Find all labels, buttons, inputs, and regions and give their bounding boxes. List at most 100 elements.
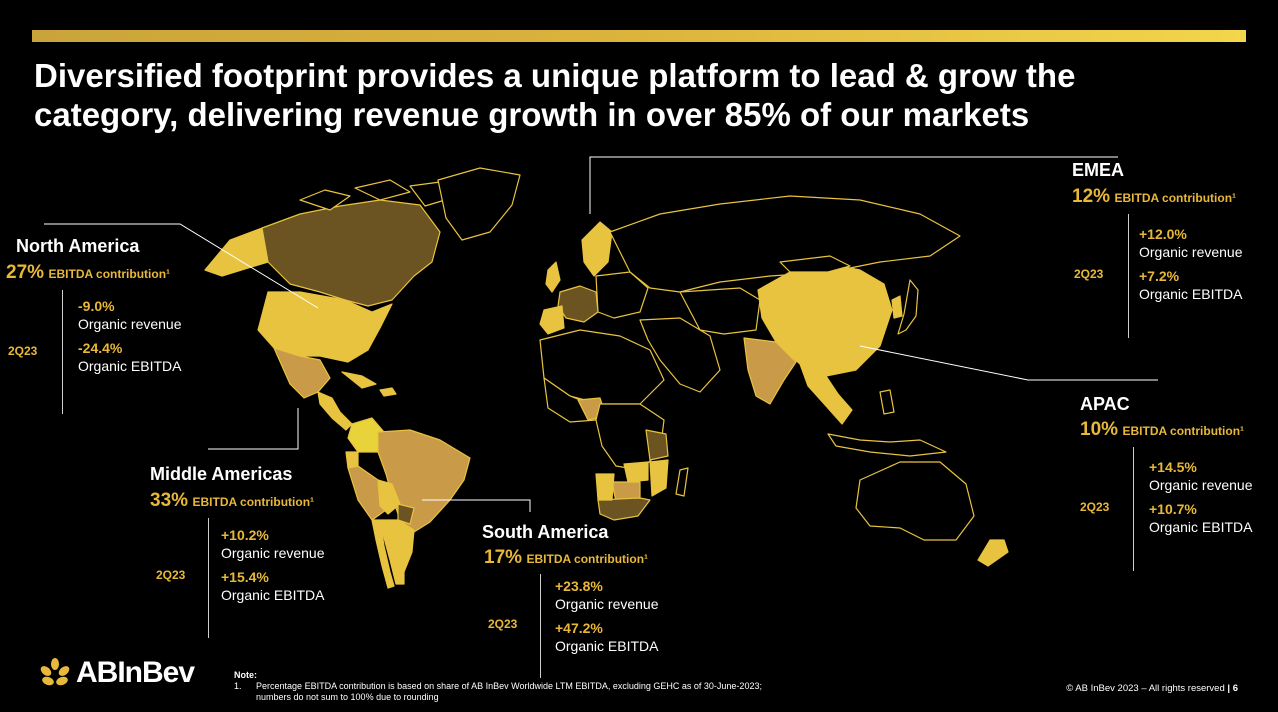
map-chile xyxy=(371,519,395,589)
revenue-value: -9.0% xyxy=(78,298,115,314)
region-north-america: North America xyxy=(16,236,139,257)
logo-text: ABInBev xyxy=(76,656,195,689)
contribution-label: EBITDA contribution¹ xyxy=(192,495,315,509)
map-madagascar xyxy=(675,467,689,497)
contribution-label: EBITDA contribution¹ xyxy=(526,552,649,566)
period-label: 2Q23 xyxy=(1080,500,1110,514)
ebitda-label: Organic EBITDA xyxy=(555,638,659,654)
contribution-label: EBITDA contribution¹ xyxy=(48,267,171,281)
contribution-pct: 17% xyxy=(484,547,523,568)
map-japan xyxy=(897,279,919,335)
map-new-zealand xyxy=(977,539,1009,567)
map-iberia xyxy=(539,305,565,335)
map-argentina xyxy=(379,519,415,585)
contribution-pct: 33% xyxy=(150,490,189,511)
revenue-value: +14.5% xyxy=(1149,459,1197,475)
connector-middle-americas xyxy=(208,408,299,450)
map-central-asia xyxy=(679,287,761,335)
connector-apac xyxy=(859,345,1158,381)
map-indonesia xyxy=(827,433,947,457)
period-label: 2Q23 xyxy=(1074,267,1104,281)
connector-north-america xyxy=(44,223,319,309)
map-paraguay xyxy=(397,503,415,525)
ebitda-value: +15.4% xyxy=(221,569,269,585)
region-middle-americas: Middle Americas xyxy=(150,464,292,485)
revenue-label: Organic revenue xyxy=(555,596,659,612)
slide-title: Diversified footprint provides a unique … xyxy=(34,57,1076,133)
wheat-icon xyxy=(40,658,70,686)
ebitda-label: Organic EBITDA xyxy=(221,587,325,603)
period-label: 2Q23 xyxy=(8,344,38,358)
region-name: EMEA xyxy=(1072,160,1125,180)
ebitda-label: Organic EBITDA xyxy=(1139,286,1243,302)
note-text: Percentage EBITDA contribution is based … xyxy=(256,681,762,691)
divider-line xyxy=(208,518,209,638)
map-south-africa xyxy=(597,497,651,521)
ebitda-label: Organic EBITDA xyxy=(1149,519,1253,535)
map-australia xyxy=(855,461,975,541)
map-korea xyxy=(891,295,903,319)
region-emea: EMEA xyxy=(1072,160,1124,181)
ebitda-label: Organic EBITDA xyxy=(78,358,182,374)
map-russia xyxy=(609,195,961,293)
contribution-label: EBITDA contribution¹ xyxy=(1122,424,1245,438)
divider-line xyxy=(62,290,63,414)
revenue-value: +10.2% xyxy=(221,527,269,543)
contribution-label: EBITDA contribution¹ xyxy=(1114,191,1237,205)
map-india xyxy=(743,337,797,405)
map-southeast-asia xyxy=(799,363,853,425)
copyright: © AB InBev 2023 – All rights reserved | … xyxy=(1066,683,1238,694)
region-name: APAC xyxy=(1080,394,1130,414)
revenue-value: +12.0% xyxy=(1139,226,1187,242)
ebitda-value: +10.7% xyxy=(1149,501,1197,517)
revenue-label: Organic revenue xyxy=(78,316,182,332)
region-apac: APAC xyxy=(1080,394,1130,415)
map-brazil xyxy=(377,429,471,533)
footnote: Note: 1. Percentage EBITDA contribution … xyxy=(234,670,762,703)
page-number: 6 xyxy=(1232,683,1238,694)
revenue-value: +23.8% xyxy=(555,578,603,594)
map-uk xyxy=(545,261,561,293)
note-heading: Note: xyxy=(234,670,257,680)
map-greenland xyxy=(437,167,521,241)
region-name: Middle Americas xyxy=(150,464,293,484)
map-europe-west xyxy=(557,285,599,323)
ebitda-value: +7.2% xyxy=(1139,268,1180,284)
map-philippines xyxy=(879,389,895,415)
contribution-pct: 10% xyxy=(1080,419,1119,440)
map-tanzania xyxy=(645,429,669,461)
revenue-label: Organic revenue xyxy=(221,545,325,561)
metrics-south-america: +23.8% Organic revenue +47.2% Organic EB… xyxy=(555,578,659,654)
map-middle-east xyxy=(639,317,721,393)
map-bolivia xyxy=(377,479,401,515)
company-logo: ABInBev xyxy=(38,656,195,690)
metrics-north-america: -9.0% Organic revenue -24.4% Organic EBI… xyxy=(78,298,182,374)
copyright-text: © AB InBev 2023 – All rights reserved xyxy=(1066,683,1225,694)
metrics-middle-americas: +10.2% Organic revenue +15.4% Organic EB… xyxy=(221,527,325,603)
period-label: 2Q23 xyxy=(488,617,518,631)
map-namibia xyxy=(595,473,615,501)
map-scandinavia xyxy=(581,221,613,277)
region-name: South America xyxy=(482,522,609,542)
map-mozambique xyxy=(649,459,669,497)
contribution-pct: 27% xyxy=(6,262,45,283)
period-label: 2Q23 xyxy=(156,568,186,582)
region-south-america: South America xyxy=(482,522,608,543)
revenue-label: Organic revenue xyxy=(1149,477,1253,493)
connector-south-america xyxy=(422,499,531,512)
metrics-emea: +12.0% Organic revenue +7.2% Organic EBI… xyxy=(1139,226,1243,302)
contribution-south-america: 17% EBITDA contribution¹ xyxy=(484,547,648,569)
map-alaska xyxy=(204,227,269,277)
revenue-label: Organic revenue xyxy=(1139,244,1243,260)
divider-line xyxy=(1133,447,1134,571)
contribution-north-america: 27% EBITDA contribution¹ xyxy=(6,262,170,284)
contribution-emea: 12% EBITDA contribution¹ xyxy=(1072,186,1236,208)
ebitda-value: -24.4% xyxy=(78,340,123,356)
divider-line xyxy=(540,574,541,678)
map-mongolia xyxy=(779,255,851,273)
map-zambia xyxy=(623,461,649,483)
contribution-middle-americas: 33% EBITDA contribution¹ xyxy=(150,490,314,512)
ebitda-value: +47.2% xyxy=(555,620,603,636)
contribution-apac: 10% EBITDA contribution¹ xyxy=(1080,419,1244,441)
